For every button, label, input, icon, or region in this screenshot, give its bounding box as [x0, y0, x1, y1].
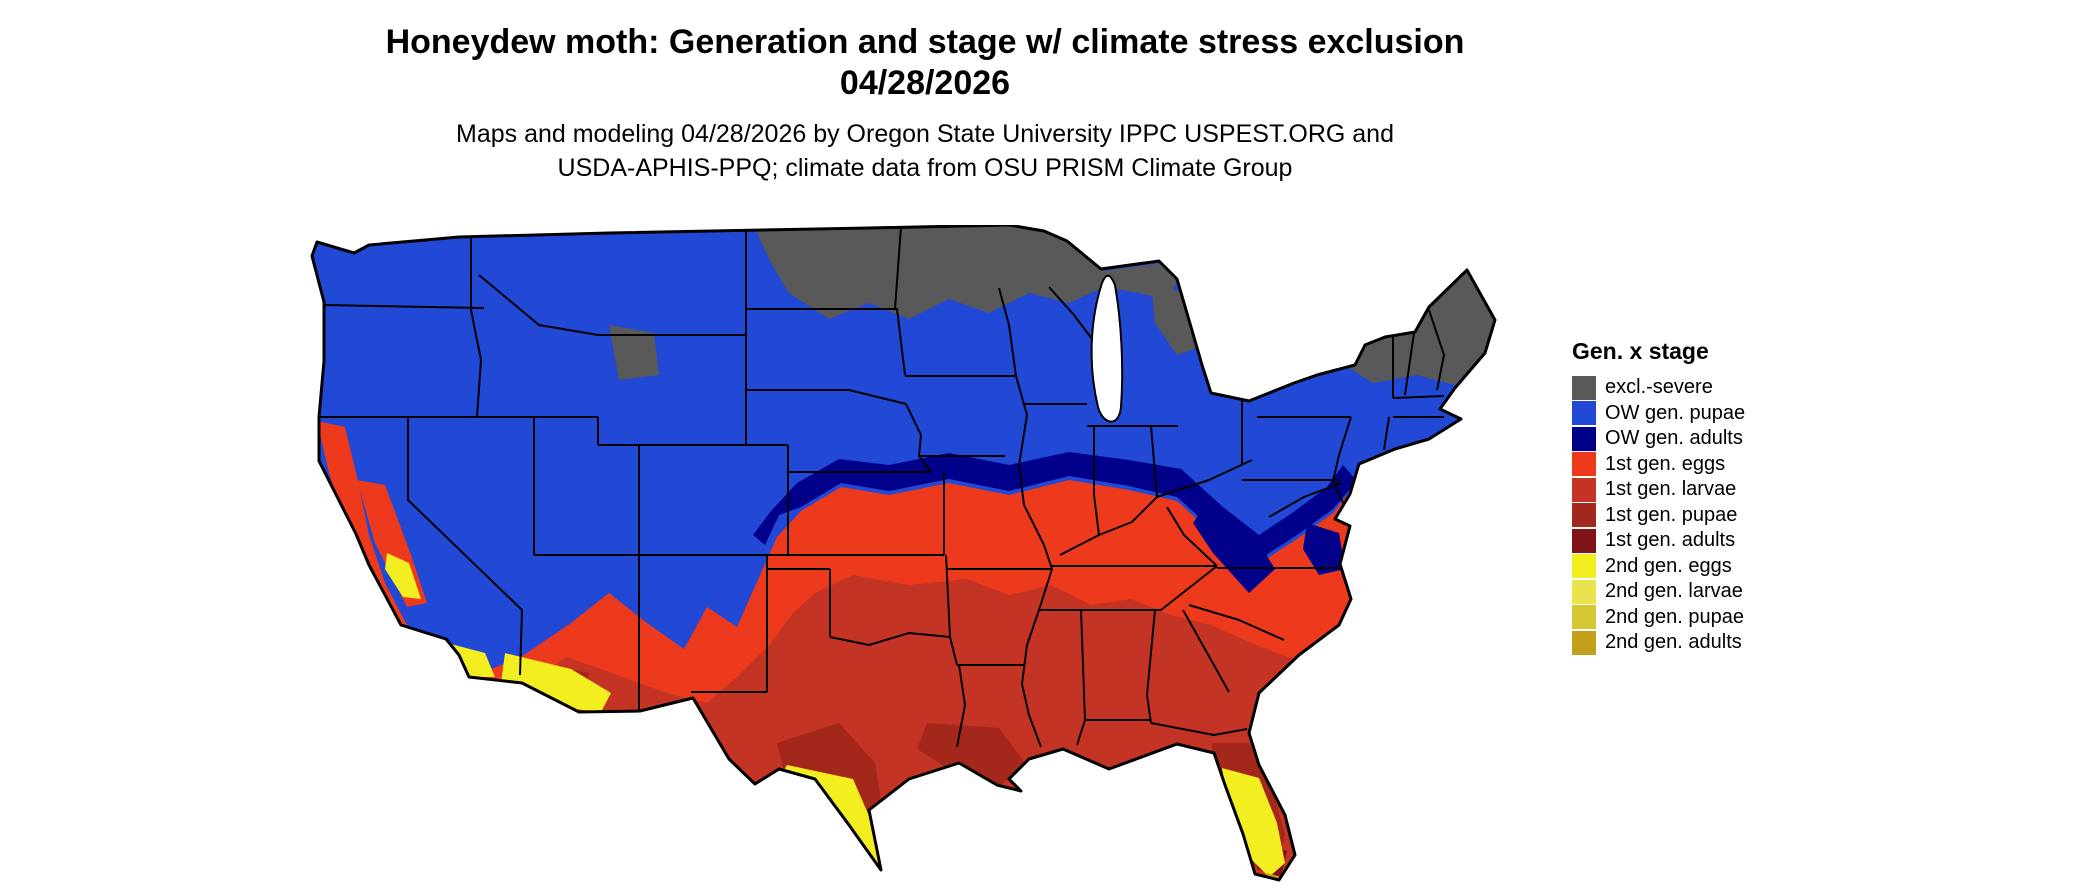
- legend-label: 1st gen. pupae: [1605, 503, 1738, 526]
- map-region-ow-gen-adults-band: [753, 452, 1357, 561]
- legend-swatch-ow-gen-pupae: [1572, 401, 1596, 426]
- legend-item-ow-gen-pupae: OW gen. pupae: [1572, 401, 1902, 427]
- legend-swatch-1st-gen-larvae: [1572, 477, 1596, 502]
- legend-item-2nd-gen-adults: 2nd gen. adults: [1572, 630, 1902, 656]
- legend-label: 2nd gen. pupae: [1605, 605, 1745, 628]
- legend-swatch-1st-gen-adults: [1572, 528, 1596, 553]
- legend-swatch-excl-severe: [1572, 375, 1596, 400]
- legend-item-2nd-gen-eggs: 2nd gen. eggs: [1572, 554, 1902, 580]
- legend-swatch-2nd-gen-eggs: [1572, 554, 1596, 579]
- legend-label: 2nd gen. eggs: [1605, 554, 1732, 577]
- legend-item-1st-gen-pupae: 1st gen. pupae: [1572, 503, 1902, 529]
- map-region-1st-gen-eggs-ca-coast: [317, 421, 461, 687]
- legend-swatch-2nd-gen-adults: [1572, 630, 1596, 655]
- map-region-excl-severe-northeast: [1327, 270, 1495, 385]
- legend-item-excl-severe: excl.-severe: [1572, 375, 1902, 401]
- map-region-2nd-gen-eggs-fl: [1222, 768, 1285, 877]
- map-region-excl-severe-adirondacks: [1281, 337, 1325, 375]
- legend-label: 2nd gen. larvae: [1605, 580, 1743, 603]
- legend: Gen. x stage excl.-severe OW gen. pupae …: [1572, 338, 1902, 656]
- us-map-svg: [310, 223, 1497, 882]
- credit-block: Maps and modeling 04/28/2026 by Oregon S…: [0, 118, 1850, 186]
- legend-label: 2nd gen. adults: [1605, 631, 1742, 654]
- legend-title: Gen. x stage: [1572, 338, 1709, 364]
- us-border-outline: [310, 223, 1497, 882]
- title-block: Honeydew moth: Generation and stage w/ c…: [0, 22, 1850, 105]
- map-region-ow-gen-adults-appalachians: [1193, 503, 1275, 593]
- legend-item-1st-gen-eggs: 1st gen. eggs: [1572, 452, 1902, 478]
- map-region-ow-gen-adults-chesapeake: [1303, 523, 1345, 575]
- legend-label: 1st gen. larvae: [1605, 478, 1737, 501]
- legend-item-1st-gen-larvae: 1st gen. larvae: [1572, 477, 1902, 503]
- legend-swatch-1st-gen-pupae: [1572, 503, 1596, 528]
- legend-label: excl.-severe: [1605, 376, 1713, 399]
- map-region-1st-gen-pupae-la: [917, 723, 1025, 785]
- map-region-excl-severe-dakotas: [609, 325, 659, 380]
- credit-line-2: USDA-APHIS-PPQ; climate data from OSU PR…: [557, 153, 1293, 182]
- map-region-2nd-gen-pupae-tx-tip: [865, 869, 881, 880]
- map-region-2nd-gen-eggs-ca-valley: [385, 553, 421, 599]
- legend-item-2nd-gen-larvae: 2nd gen. larvae: [1572, 579, 1902, 605]
- state-borders: [319, 226, 1445, 748]
- legend-item-1st-gen-adults: 1st gen. adults: [1572, 528, 1902, 554]
- map-title: Honeydew moth: Generation and stage w/ c…: [385, 23, 1465, 61]
- legend-label: 1st gen. eggs: [1605, 452, 1726, 475]
- legend-swatch-1st-gen-eggs: [1572, 452, 1596, 477]
- map-date: 04/28/2026: [839, 64, 1011, 103]
- legend-swatch-2nd-gen-pupae: [1572, 605, 1596, 630]
- legend-swatch-2nd-gen-larvae: [1572, 579, 1596, 604]
- legend-label: OW gen. pupae: [1605, 401, 1746, 424]
- legend-label: 1st gen. adults: [1605, 529, 1736, 552]
- legend-label: OW gen. adults: [1605, 427, 1743, 450]
- legend-swatch-ow-gen-adults: [1572, 426, 1596, 451]
- legend-item-2nd-gen-pupae: 2nd gen. pupae: [1572, 605, 1902, 631]
- us-generation-stage-map: [308, 223, 1530, 885]
- legend-item-ow-gen-adults: OW gen. adults: [1572, 426, 1902, 452]
- lake-michigan: [1090, 274, 1124, 423]
- credit-line-1: Maps and modeling 04/28/2026 by Oregon S…: [456, 120, 1394, 148]
